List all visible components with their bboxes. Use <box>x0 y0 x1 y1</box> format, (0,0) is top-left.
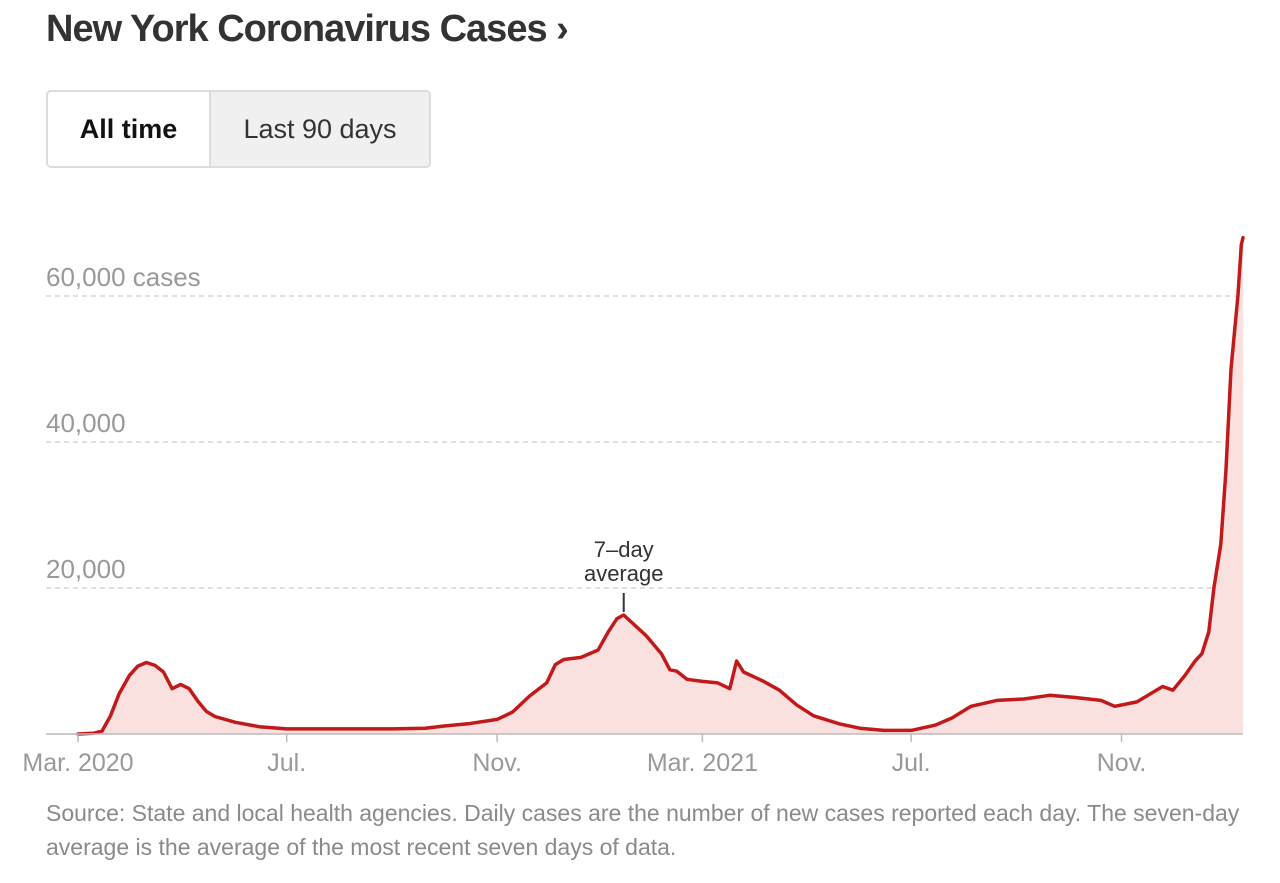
time-range-toggle: All time Last 90 days <box>46 90 431 168</box>
all-time-button[interactable]: All time <box>48 92 211 166</box>
source-note: Source: State and local health agencies.… <box>46 800 1240 860</box>
grid-layer <box>46 295 1243 589</box>
last-90-days-button[interactable]: Last 90 days <box>211 92 429 166</box>
annotation-label-line2: average <box>584 561 664 586</box>
annotation-layer: 7–day average <box>584 537 664 613</box>
y-tick-label: 20,000 <box>46 554 126 584</box>
cases-area <box>78 237 1243 734</box>
data-layer <box>76 235 1245 736</box>
annotation-label-line1: 7–day <box>594 537 654 562</box>
seven-day-average-line <box>76 235 1245 736</box>
x-tick-label: Nov. <box>1097 749 1147 777</box>
x-tick-label: Mar. 2020 <box>22 749 133 777</box>
x-tick-label: Nov. <box>472 749 522 777</box>
x-tick-label: Mar. 2021 <box>647 749 758 777</box>
x-tick-label: Jul. <box>892 749 931 777</box>
x-tick-label: Jul. <box>267 749 306 777</box>
y-tick-label: 40,000 <box>46 408 126 438</box>
cases-chart: 20,000 40,000 60,000 cases Mar. 2020 Jul. Nov… <box>22 235 1245 777</box>
y-tick-label: 60,000 cases <box>46 262 201 292</box>
axis-layer: 20,000 40,000 60,000 cases Mar. 2020 Jul. Nov… <box>22 262 1243 777</box>
page-title[interactable]: New York Coronavirus Cases › <box>46 8 569 50</box>
